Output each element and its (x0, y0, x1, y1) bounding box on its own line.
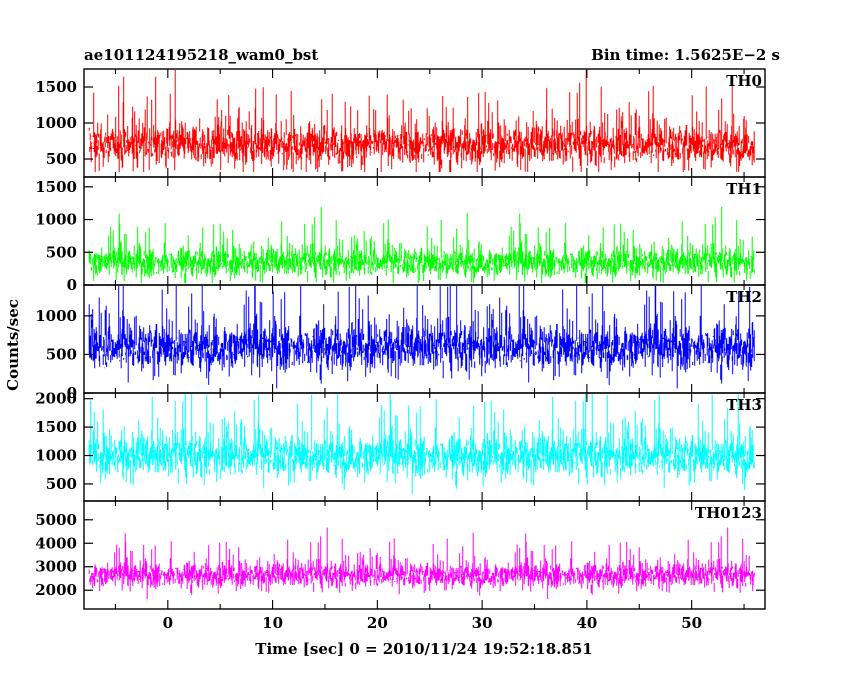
chart-title-right: Bin time: 1.5625E−2 s (591, 46, 780, 64)
panel-label: TH1 (726, 180, 762, 198)
x-tick-label: 20 (367, 614, 388, 632)
series-th0 (88, 70, 755, 172)
panel-th2: 0 500 1000 TH2 (35, 284, 766, 402)
series-th3 (88, 394, 755, 495)
y-tick-label: 1500 (35, 78, 77, 96)
y-tick-label: 500 (46, 243, 77, 261)
x-axis-label: Time [sec] 0 = 2010/11/24 19:52:18.851 (255, 640, 592, 658)
x-tick-label: 50 (681, 614, 702, 632)
panel-frame (83, 68, 766, 178)
panel-label: TH0 (726, 72, 762, 90)
panel-th3: 500 1000 1500 2000 TH3 (35, 390, 766, 502)
chart-title-left: ae101124195218_wam0_bst (84, 46, 318, 64)
x-tick-label: 0 (163, 614, 173, 632)
panel-th0123: 2000 3000 4000 5000 TH0123 (35, 500, 766, 610)
y-axis-label: Counts/sec (4, 299, 22, 391)
series-th1 (88, 206, 755, 283)
y-tick-label: 500 (46, 345, 77, 363)
y-tick-label: 4000 (35, 534, 77, 552)
y-tick-label: 5000 (35, 511, 77, 529)
panel-frame (83, 500, 766, 610)
panel-label: TH2 (726, 288, 762, 306)
y-tick-label: 1500 (35, 418, 77, 436)
x-tick-label: 10 (262, 614, 283, 632)
x-tick-label: 30 (472, 614, 493, 632)
panel-th0: 500 1000 1500 TH0 (35, 68, 766, 178)
y-tick-label: 500 (46, 475, 77, 493)
series-th2 (88, 286, 755, 389)
y-tick-label: 500 (46, 150, 77, 168)
panel-label: TH0123 (695, 504, 762, 522)
y-tick-label: 0 (67, 276, 77, 294)
panel-label: TH3 (726, 396, 762, 414)
panel-th1: 0 500 1000 1500 TH1 (35, 176, 766, 294)
y-tick-label: 0 (67, 384, 77, 402)
y-tick-label: 1000 (35, 114, 77, 132)
y-tick-label: 2000 (35, 390, 77, 408)
y-tick-label: 1500 (35, 178, 77, 196)
y-tick-label: 1000 (35, 447, 77, 465)
y-tick-label: 1000 (35, 307, 77, 325)
series-th0123 (88, 527, 755, 600)
y-tick-label: 3000 (35, 558, 77, 576)
x-tick-label: 40 (576, 614, 597, 632)
y-tick-label: 2000 (35, 581, 77, 599)
y-tick-label: 1000 (35, 211, 77, 229)
